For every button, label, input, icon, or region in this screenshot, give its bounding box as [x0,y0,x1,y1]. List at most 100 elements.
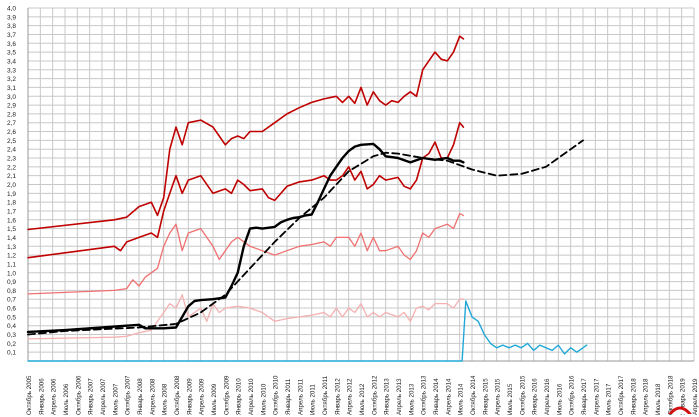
x-tick-label: Январь 2009 [186,378,193,415]
y-tick-label: 2,7 [7,120,16,127]
y-tick-label: 2,9 [7,103,16,110]
x-tick-label: Июль 2012 [359,383,366,415]
x-tick-label: Январь 2013 [384,378,391,415]
y-tick-label: 1,5 [7,226,16,233]
x-tick-label: Октябрь 2011 [322,375,329,415]
x-tick-label: Июль 2007 [112,383,119,415]
y-tick-label: 4,0 [7,6,16,13]
x-tick-label: Январь 2011 [285,378,292,415]
x-tick-label: Июль 2016 [556,383,563,415]
x-tick-label: Июль 2017 [606,383,613,415]
x-tick-label: Июль 2009 [211,383,218,415]
y-tick-label: 2,6 [7,129,16,136]
x-tick-label: Октябрь 2006 [75,375,82,415]
y-tick-label: 2,5 [7,138,16,145]
series-line-5 [26,142,465,334]
y-tick-label: 1,4 [7,235,16,242]
series-line-2 [27,121,465,259]
y-tick-label: 3,0 [7,94,16,101]
x-tick-label: Январь 2007 [88,378,95,415]
y-tick-label: 1,8 [7,200,16,207]
x-tick-label: Апрель 2015 [495,378,502,415]
x-tick-label: Январь 2019 [680,378,687,415]
y-tick-label: 0,9 [7,279,16,286]
x-tick-label: Январь 2010 [236,378,243,415]
y-tick-label: 2,1 [7,173,16,180]
y-tick-label: 3,8 [7,23,16,30]
x-tick-label: Январь 2014 [433,378,440,415]
x-tick-label: Июль 2006 [63,383,70,415]
series-line-3 [27,212,465,295]
y-tick-label: 3,4 [7,58,16,65]
y-tick-label: 2,8 [7,111,16,118]
y-tick-label: 0,3 [7,332,16,339]
y-tick-label: 2,2 [7,164,16,171]
x-tick-label: Октябрь 2012 [371,375,378,415]
x-tick-label: Апрель 2011 [297,378,304,415]
x-tick-label: Апрель 2006 [51,378,58,415]
y-tick-label: 3,9 [7,14,16,21]
x-tick-label: Октябрь 2010 [273,375,280,415]
x-tick-label: Январь 2008 [137,378,144,415]
x-tick-label: Январь 2012 [334,378,341,415]
x-tick-label: Октябрь 2015 [519,375,526,415]
y-tick-label: 0,8 [7,288,16,295]
x-tick-label: Октябрь 2016 [569,375,576,415]
x-tick-label: Июль 2015 [507,383,514,415]
series-line-4 [27,294,465,340]
y-tick-label: 1,9 [7,191,16,198]
x-tick-label: Апрель 2017 [593,378,600,415]
x-tick-label: Апрель 2013 [396,378,403,415]
y-tick-label: 0,6 [7,306,16,313]
y-tick-label: 3,7 [7,32,16,39]
x-tick-label: Октябрь 2013 [421,375,428,415]
series-line-1 [27,35,465,231]
y-tick-label: 0,4 [7,323,16,330]
series-line-7 [27,300,588,362]
y-tick-label: 0,5 [7,314,16,321]
x-tick-label: Апрель 2009 [199,378,206,415]
y-tick-label: 1,2 [7,253,16,260]
y-tick-label: 1,3 [7,244,16,251]
y-tick-label: 2,3 [7,156,16,163]
x-tick-label: Октябрь 2014 [470,375,477,415]
x-tick-label: Июль 2018 [655,383,662,415]
x-tick-label: Октябрь 2005 [26,375,33,415]
x-tick-label: Апрель 2010 [248,378,255,415]
y-tick-label: 3,1 [7,85,16,92]
y-tick-label: 3,3 [7,67,16,74]
y-tick-label: 1,1 [7,261,16,268]
y-tick-label: 2,0 [7,182,16,189]
x-tick-label: Июль 2008 [162,383,169,415]
x-tick-label: Апрель 2018 [643,378,650,415]
x-tick-label: Октябрь 2007 [125,375,132,415]
x-tick-label: Июль 2011 [310,384,317,415]
series-line-6 [27,139,584,336]
x-tick-label: Апрель 2012 [347,378,354,415]
x-tick-label: Июль 2013 [408,383,415,415]
y-tick-label: 3,6 [7,41,16,48]
x-tick-label: Январь 2015 [482,378,489,415]
x-tick-label: Апрель 2019 [692,378,699,415]
y-tick-label: 0,7 [7,297,16,304]
x-tick-label: Октябрь 2009 [223,375,230,415]
y-tick-label: 3,2 [7,76,16,83]
y-tick-label: 2,4 [7,147,16,154]
y-tick-label: 1,6 [7,217,16,224]
x-tick-label: Апрель 2016 [544,378,551,415]
x-tick-label: Октябрь 2018 [667,375,674,415]
x-tick-label: Январь 2006 [38,378,45,415]
x-tick-label: Апрель 2007 [100,378,107,415]
x-tick-label: Январь 2017 [581,378,588,415]
grid [27,7,695,362]
x-tick-label: Октябрь 2008 [174,375,181,415]
x-tick-label: Июль 2014 [458,383,465,415]
y-axis-ticks: 0,1 0,2 0,3 0,4 0,50,6 0,7 0,8 0,9 1,0 1,11,2 1,3 1… [7,6,16,357]
x-tick-label: Октябрь 2017 [618,375,625,415]
y-tick-label: 1,7 [7,208,16,215]
logo-icon [668,406,692,414]
y-tick-label: 3,5 [7,50,16,57]
x-tick-label: Апрель 2008 [149,378,156,415]
y-tick-label: 0,2 [7,341,16,348]
